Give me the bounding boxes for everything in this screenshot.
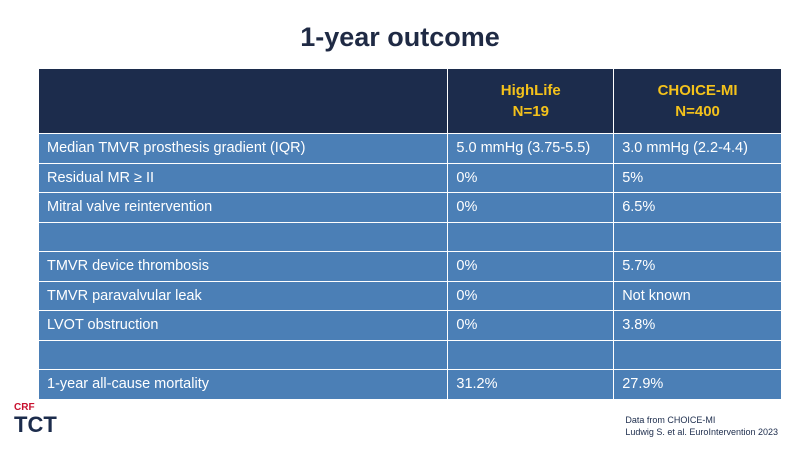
- table-cell: 5.0 mmHg (3.75-5.5): [447, 133, 615, 164]
- table-cell: 0%: [447, 192, 615, 223]
- table-cell: 27.9%: [613, 369, 782, 400]
- table-cell: Not known: [613, 280, 782, 311]
- table-cell: [37, 221, 449, 252]
- table-cell: TMVR paravalvular leak: [37, 280, 449, 311]
- table-row: [37, 339, 782, 370]
- table-cell: Residual MR ≥ II: [37, 162, 449, 193]
- table-cell: [447, 339, 615, 370]
- table-cell: LVOT obstruction: [37, 310, 449, 341]
- table-cell: 5.7%: [613, 251, 782, 282]
- table-body: Median TMVR prosthesis gradient (IQR) 5.0…: [37, 133, 782, 400]
- table-cell: TMVR device thrombosis: [37, 251, 449, 282]
- table-cell: 0%: [447, 280, 615, 311]
- slide-title: 1-year outcome: [300, 22, 500, 52]
- table-cell: Median TMVR prosthesis gradient (IQR): [37, 133, 449, 164]
- header-line: CHOICE-MI: [657, 82, 738, 99]
- table-cell: 31.2%: [447, 369, 615, 400]
- table-cell: [447, 221, 615, 252]
- table-cell: 3.8%: [613, 310, 782, 341]
- table-cell: 0%: [447, 251, 615, 282]
- footnote-line: Ludwig S. et al. EuroIntervention 2023: [625, 427, 778, 437]
- table-row: TMVR paravalvular leak 0% Not known: [37, 280, 782, 311]
- footnote: Data from CHOICE-MI Ludwig S. et al. Eur…: [625, 414, 778, 438]
- table-row: TMVR device thrombosis 0% 5.7%: [37, 251, 782, 282]
- table-cell: [613, 339, 782, 370]
- table-cell: 5%: [613, 162, 782, 193]
- table-row: 1-year all-cause mortality 31.2% 27.9%: [37, 369, 782, 400]
- table-row: LVOT obstruction 0% 3.8%: [37, 310, 782, 341]
- table-cell: [37, 339, 449, 370]
- table-row: Residual MR ≥ II 0% 5%: [37, 162, 782, 193]
- table-cell: 0%: [447, 310, 615, 341]
- logo: CRF TCT: [14, 402, 57, 437]
- table-cell: 1-year all-cause mortality: [37, 369, 449, 400]
- header-line: N=19: [512, 103, 549, 120]
- footnote-line: Data from CHOICE-MI: [625, 415, 716, 425]
- table-cell: 6.5%: [613, 192, 782, 223]
- table-cell: 3.0 mmHg (2.2-4.4): [613, 133, 782, 164]
- header-row: HighLife N=19 CHOICE-MI N=400: [37, 68, 782, 134]
- header-line: HighLife: [500, 82, 561, 99]
- header-line: N=400: [675, 103, 720, 120]
- table-row: Median TMVR prosthesis gradient (IQR) 5.0…: [37, 133, 782, 164]
- logo-main: TCT: [14, 412, 57, 437]
- logo-top: CRF: [14, 402, 35, 413]
- header-cell: CHOICE-MI N=400: [613, 68, 782, 134]
- outcome-table: HighLife N=19 CHOICE-MI N=400 Median TMVR p…: [37, 68, 782, 400]
- table-row: [37, 221, 782, 252]
- table-row: Mitral valve reintervention 0% 6.5%: [37, 192, 782, 223]
- table-cell: [613, 221, 782, 252]
- table-cell: 0%: [447, 162, 615, 193]
- header-cell: HighLife N=19: [447, 68, 615, 134]
- header-cell: [37, 68, 449, 134]
- table-cell: Mitral valve reintervention: [37, 192, 449, 223]
